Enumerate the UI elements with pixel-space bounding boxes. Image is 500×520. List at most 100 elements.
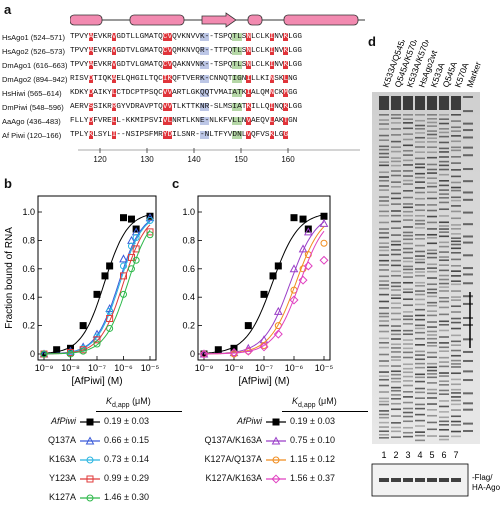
data-point: [290, 214, 298, 222]
legend-series-name: K127A: [48, 492, 76, 502]
data-point: [269, 272, 277, 280]
legend-series-name: Q137A: [47, 435, 76, 445]
data-point: [67, 350, 74, 358]
legend-row: AfPiwi 0.19 ± 0.03: [192, 416, 335, 427]
binding-curve-chart-b: 0 0.2 0.4 0.6 0.8 1.0 10⁻⁹ 10⁻⁸ 10⁻⁷ 10⁻⁶ 10⁻⁵ [AfP…: [4, 195, 160, 387]
western-label-line2: HA-Ago2: [472, 483, 500, 492]
legend-kd-value: 0.66 ± 0.15: [104, 435, 149, 445]
legend-swatch: [266, 456, 286, 464]
legend-series-name: Y123A: [48, 473, 76, 483]
sequence-alignment: HsAgo1 (524–571) TPVYAEVKRVGDTLLGMATQCVQV…: [0, 32, 370, 157]
series-points: [200, 239, 328, 358]
alignment-row-sequence: KDKYDAIKYLCTDCPTPSQCVVARTLGKQQTVMAIATKIA…: [70, 89, 298, 97]
ruler-tick-label: 150: [234, 155, 248, 164]
legend-row: Q137A/K163A 0.75 ± 0.10: [192, 435, 335, 446]
y-tick-label: 0.8: [22, 235, 35, 245]
gel-lane: [427, 96, 437, 437]
x-tick-label: 10⁻⁸: [225, 363, 244, 373]
data-point: [289, 295, 299, 305]
ruler-tick-label: 130: [140, 155, 154, 164]
legend-swatch: [80, 418, 100, 426]
legend-series-name: AfPiwi: [236, 416, 262, 426]
data-point: [132, 256, 140, 264]
panel-label-b: b: [4, 176, 12, 191]
western-band: [451, 478, 461, 482]
fit-curve: [44, 229, 151, 355]
y-tick-label: 1.0: [182, 207, 195, 217]
data-point: [271, 436, 281, 445]
legend-header: Kd,app (μM): [106, 396, 151, 409]
y-tick-label: 0.8: [182, 235, 195, 245]
data-point: [120, 272, 127, 280]
y-tick-label: 0.6: [182, 264, 195, 274]
y-axis-label: Fraction bound of RNA: [4, 227, 15, 329]
legend-b: Kd,app (μM) AfPiwi 0.19 ± 0.03 Q137A 0.66 ± …: [30, 396, 182, 516]
legend-row: K127A/K163A 1.56 ± 0.37: [192, 473, 335, 484]
gel-lane-number: 7: [453, 450, 458, 460]
data-point: [244, 347, 252, 355]
alignment-row-name: Af Piwi (120–166): [2, 131, 62, 140]
legend-kd-value: 0.73 ± 0.14: [104, 454, 149, 464]
y-tick-label: 0.4: [22, 292, 35, 302]
legend-swatch: [266, 474, 286, 484]
legend-series-name: Q137A/K163A: [204, 435, 262, 445]
alignment-row: HsAgo2 (526–573) TPVYAEVKRVGDTVLGMATQCVQM…: [0, 46, 370, 57]
y-tick-label: 0: [30, 349, 35, 359]
alignment-row-name: HsAgo2 (526–573): [2, 47, 65, 56]
secondary-structure: [70, 12, 365, 28]
y-tick-label: 0.2: [182, 321, 195, 331]
legend-series-name: K163A: [48, 454, 76, 464]
y-tick-label: 0.6: [22, 264, 35, 274]
data-point: [132, 245, 140, 253]
legend-row: Q137A 0.66 ± 0.15: [30, 435, 149, 446]
gel-lane: [463, 96, 473, 432]
data-point: [79, 347, 87, 355]
series-points: [40, 231, 154, 358]
fit-curve: [203, 214, 325, 354]
gel-lane: [415, 96, 425, 442]
data-point: [199, 349, 209, 359]
data-point: [53, 346, 61, 354]
alignment-row: DmAgo1 (616–663) TPVYAEVKRVGDTVLGMATQCVQA…: [0, 60, 370, 71]
data-point: [319, 218, 329, 227]
x-axis-label: [AfPiwi] (M): [71, 376, 122, 387]
data-point: [244, 322, 252, 330]
data-point: [132, 234, 140, 242]
data-point: [40, 350, 48, 358]
gel-image: K533A/Q545AQ545A/K570AK533A/K570AHsAgo2w…: [371, 40, 500, 497]
data-point: [259, 342, 269, 352]
legend-swatch: [80, 436, 100, 445]
gel-lane: [391, 96, 401, 439]
alignment-row-sequence: RISVDTIQKAELQHGILTQCIKQFTVERK-CNNQTIGNIL…: [70, 75, 298, 83]
legend-row: Y123A 0.99 ± 0.29: [30, 473, 149, 484]
alignment-ruler: 120 130 140 150 160: [78, 148, 360, 164]
panel-label-d: d: [368, 34, 376, 49]
data-point: [66, 346, 75, 355]
legend-header: Kd,app (μM): [292, 396, 337, 409]
fit-curve: [204, 221, 325, 355]
alignment-row: DmAgo2 (894–942) RISVDTIQKAELQHGILTQCIKQF…: [0, 74, 370, 85]
data-point: [271, 474, 281, 484]
data-point: [106, 324, 114, 332]
fit-curve: [204, 230, 325, 355]
ruler-tick-label: 120: [93, 155, 107, 164]
legend-kd-value: 0.19 ± 0.03: [290, 416, 335, 426]
data-point: [85, 436, 95, 445]
panel-label-a: a: [4, 2, 12, 17]
legend-swatch: [80, 494, 100, 502]
y-tick-label: 0.4: [182, 292, 195, 302]
x-tick-label: 10⁻⁵: [141, 363, 160, 373]
gel-lane-number: 5: [429, 450, 434, 460]
data-point: [273, 306, 283, 315]
data-point: [289, 264, 299, 273]
legend-row: K127A 1.46 ± 0.30: [30, 492, 149, 503]
data-point: [93, 336, 101, 344]
western-band: [427, 478, 437, 482]
data-point: [86, 494, 94, 502]
data-point: [106, 262, 114, 270]
data-point: [127, 265, 135, 273]
binding-curve-chart-c: 0 0.2 0.4 0.6 0.8 1.0 10⁻⁹ 10⁻⁸ 10⁻⁷ 10⁻⁶ 10⁻⁵ [AfP…: [182, 195, 334, 387]
western-band: [379, 478, 389, 482]
alignment-row-sequence: AERVSSIKRRGYVDRAVPTQVVTLKTTKNR-SLMSIATKI…: [70, 103, 303, 111]
legend-kd-value: 1.15 ± 0.12: [290, 454, 335, 464]
